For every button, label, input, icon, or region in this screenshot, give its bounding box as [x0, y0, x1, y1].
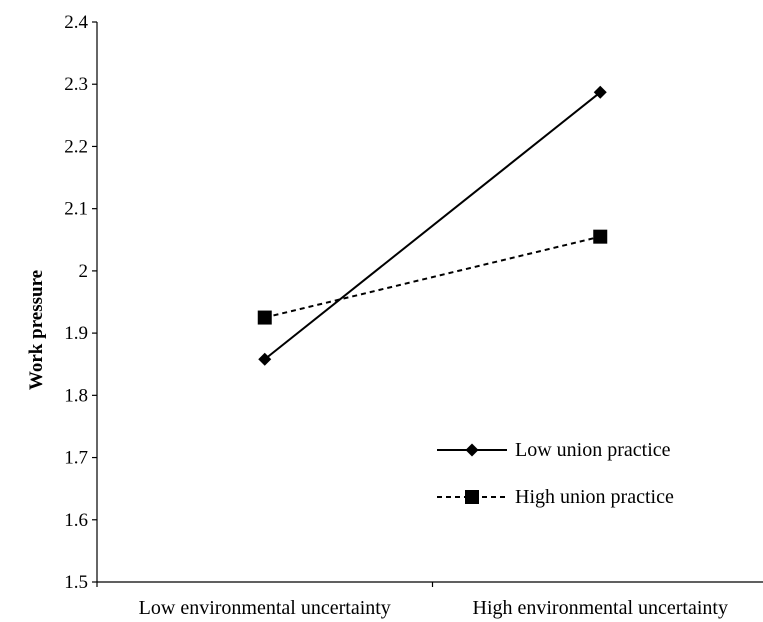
legend-label: Low union practice	[515, 439, 671, 461]
data-point	[257, 310, 272, 325]
x-axis: Low environmental uncertainty High enviro…	[96, 581, 763, 619]
y-tick-label: 2.2	[64, 136, 88, 157]
series-high-union-practice	[257, 229, 608, 325]
legend-swatch-marker	[465, 490, 479, 504]
y-axis: 1.5 1.6 1.7 1.8 1.9 2 2.1 2.2 2.3 2.4	[64, 12, 98, 593]
y-tick-label: 1.7	[64, 448, 88, 469]
series-line	[264, 91, 601, 361]
y-tick-label: 1.8	[64, 385, 88, 406]
y-tick-label: 2.3	[64, 74, 88, 95]
y-tick-label: 1.6	[64, 510, 88, 531]
y-axis-label: Work pressure	[26, 270, 47, 390]
y-tick-label: 1.9	[64, 323, 88, 344]
y-tick-label: 2.4	[64, 12, 88, 33]
plot-area: 1.5 1.6 1.7 1.8 1.9 2 2.1 2.2 2.3 2.4 Low environ…	[64, 12, 763, 619]
legend: Low union practice High union practice	[437, 439, 674, 508]
y-tick-label: 2.1	[64, 199, 88, 220]
legend-label: High union practice	[515, 486, 674, 508]
series-low-union-practice	[258, 85, 607, 366]
legend-item: Low union practice	[437, 439, 671, 461]
series-line	[264, 235, 601, 319]
series-layer	[257, 85, 608, 366]
x-category-label: High environmental uncertainty	[473, 597, 728, 619]
legend-item: High union practice	[437, 486, 674, 508]
y-tick-label: 2	[79, 261, 89, 282]
x-category-label: Low environmental uncertainty	[139, 597, 391, 619]
legend-swatch-marker	[465, 443, 479, 457]
data-point	[258, 352, 272, 366]
data-point	[593, 229, 608, 244]
y-tick-label: 1.5	[64, 572, 88, 593]
data-point	[593, 85, 607, 99]
